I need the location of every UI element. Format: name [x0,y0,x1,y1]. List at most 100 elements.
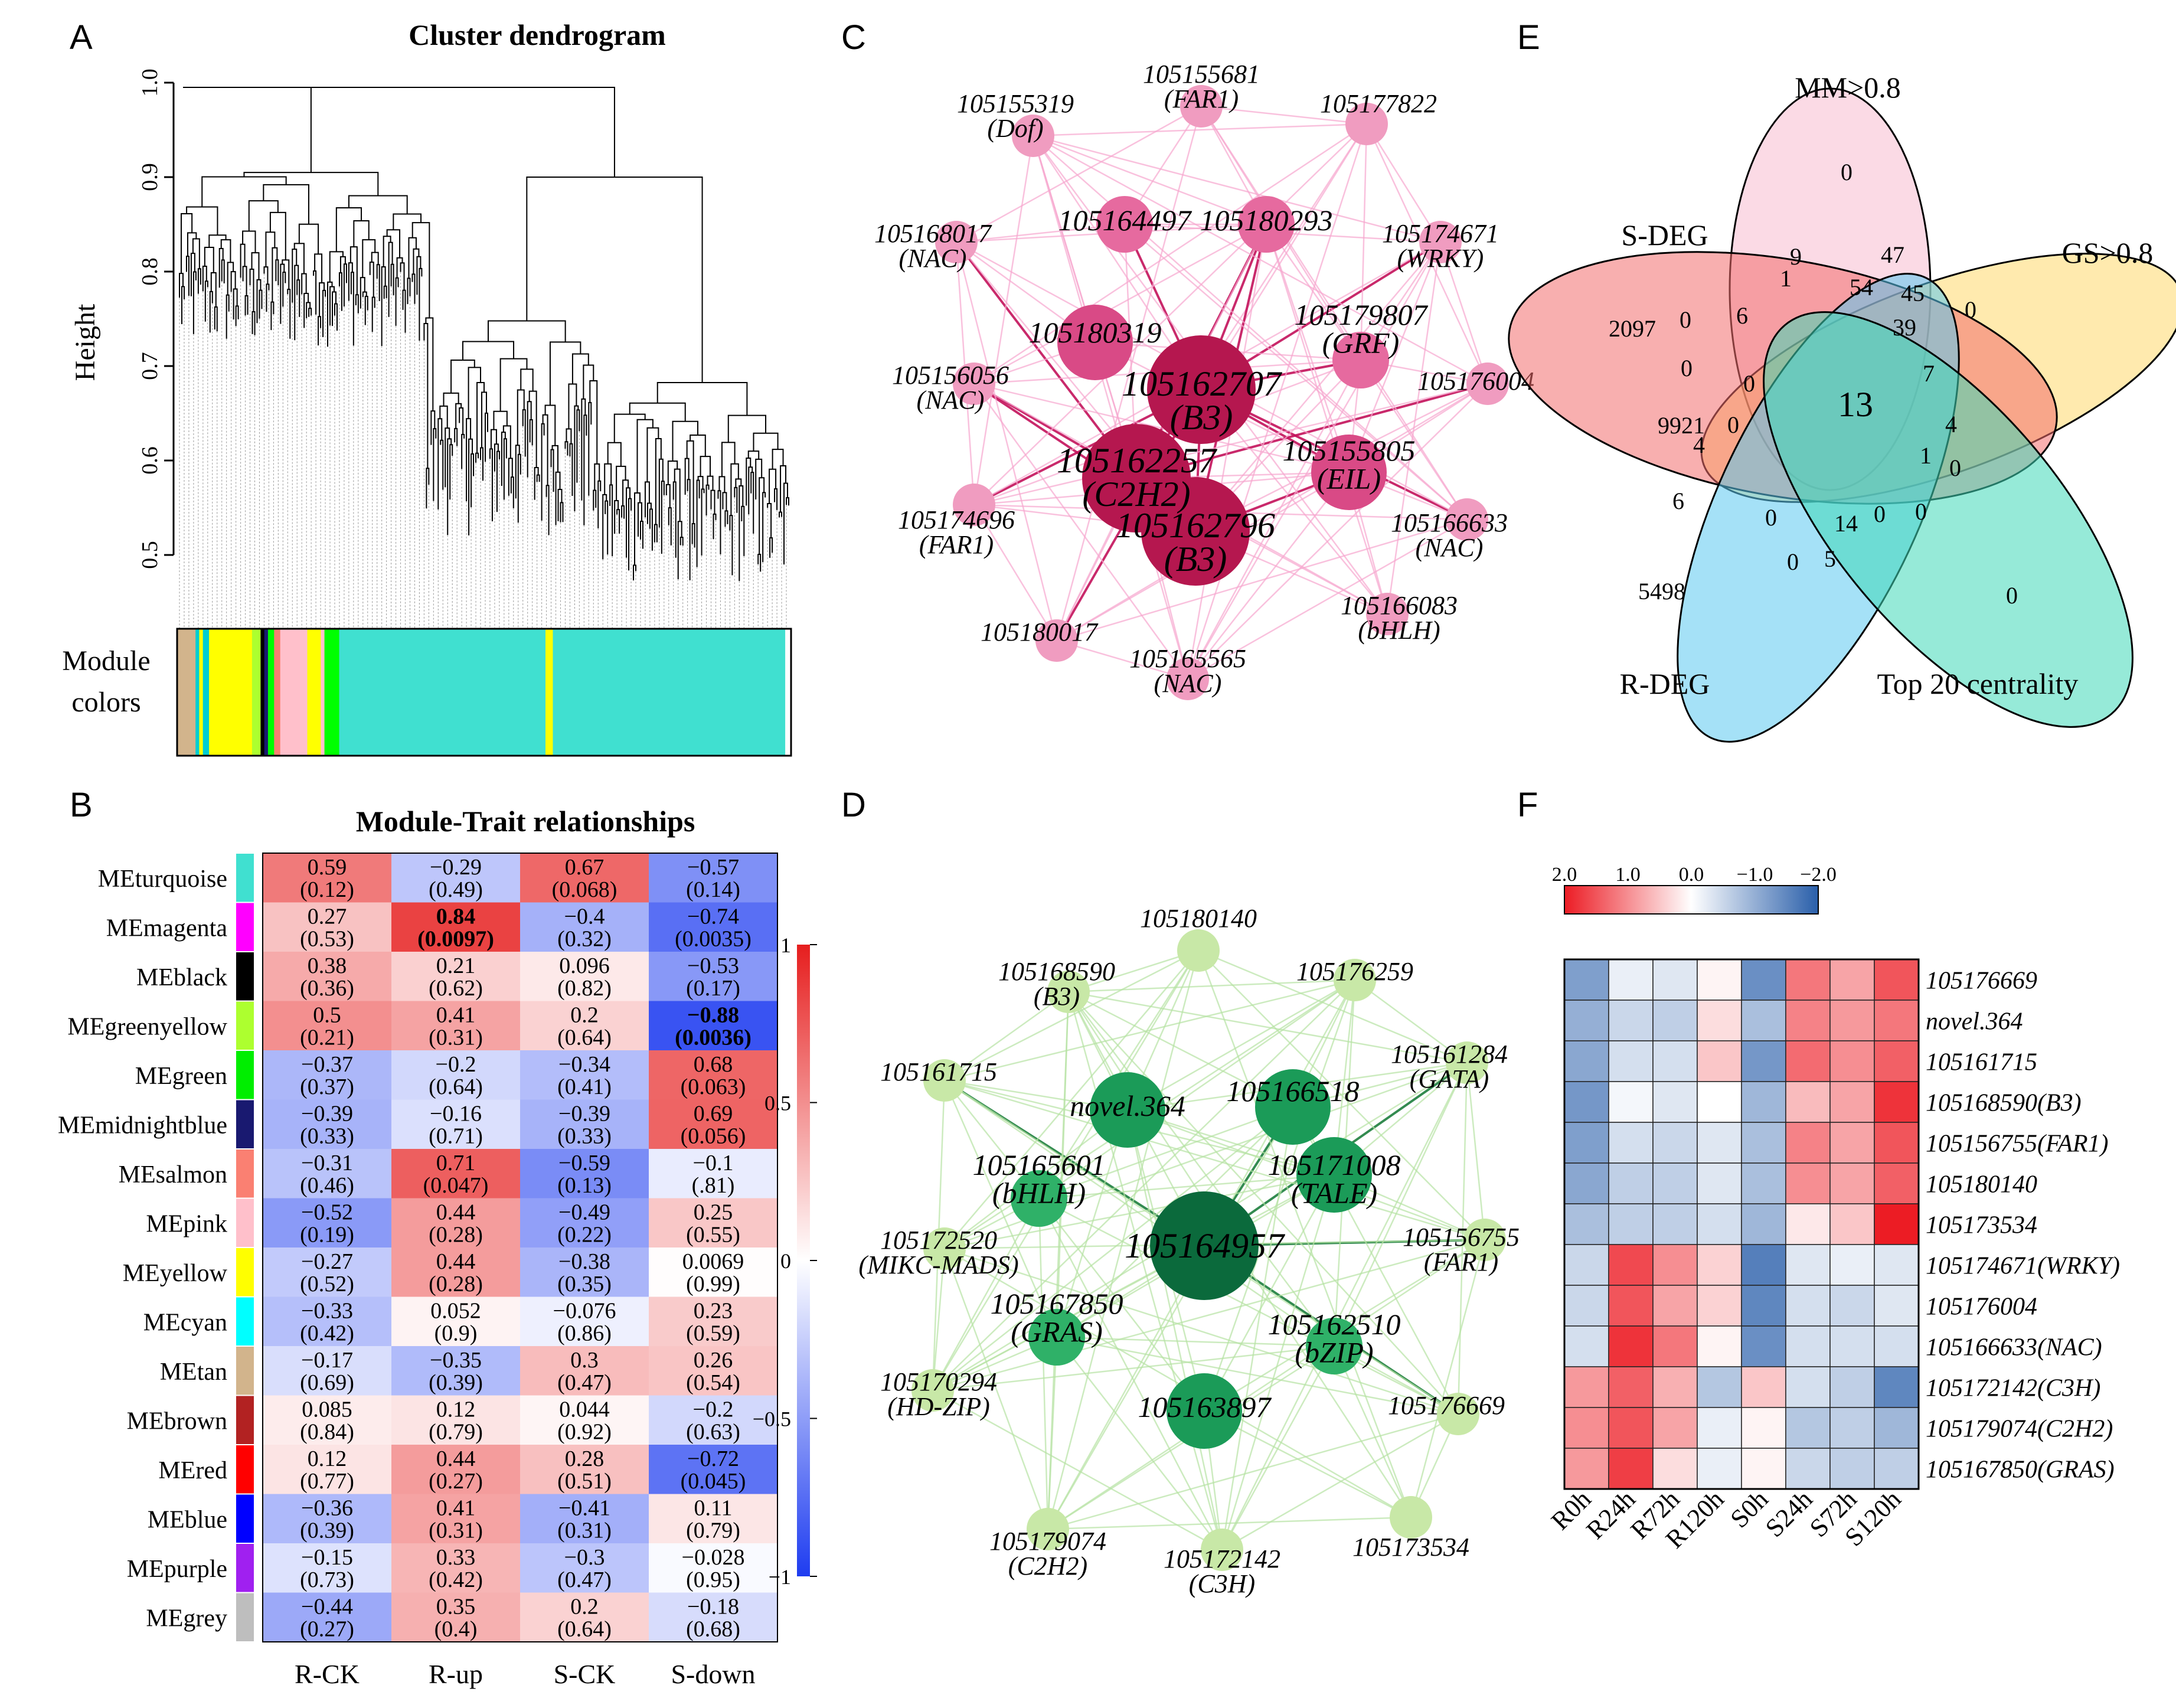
net-c-node [1366,593,1409,635]
net-d-edge [1047,1516,1412,1530]
gene-label: 105174671(WRKY) [1926,1253,2120,1280]
net-c-edge [1136,383,1488,479]
heatmap-cell [649,1149,777,1198]
expression-cell [1741,1040,1786,1082]
module-color-segment [209,629,253,756]
module-color-segment [267,629,275,756]
venn-count: 5 [1824,546,1836,572]
venn-count: 0 [1727,412,1739,438]
cell-pvalue: (0.0035) [675,927,752,952]
heatmap-cell [263,1592,391,1642]
module-color-segment [264,629,269,756]
cell-pvalue: (0.42) [300,1321,354,1346]
module-name: MEblack [136,964,227,991]
net-d-node-id: 105163897 [1138,1390,1272,1423]
venn-count: 0 [1681,355,1693,381]
expression-cell [1741,1366,1786,1408]
cell-correlation: −0.39 [301,1102,353,1126]
module-color-bar-frame [176,628,792,757]
cell-pvalue: (0.99) [686,1272,740,1296]
net-c-node-family: (NAC) [1154,669,1222,698]
cell-pvalue: (0.28) [429,1272,483,1296]
heatmap-cell [649,1592,777,1642]
expression-cell [1608,959,1654,1001]
cell-pvalue: (0.64) [557,1617,612,1642]
expression-cell [1741,1244,1786,1286]
cell-pvalue: (0.79) [686,1518,740,1543]
net-d-edge [1198,950,1485,1240]
heatmap-cell [649,902,777,952]
net-d-node-id: 105161715 [880,1057,997,1086]
expression-cell [1608,1203,1654,1245]
expression-cell [1652,1000,1698,1041]
cell-pvalue: (0.46) [300,1173,354,1198]
net-c-node [1466,362,1509,405]
module-color-swatch [236,1445,254,1494]
cell-correlation: −0.4 [564,904,605,929]
y-axis-label: Height [70,303,101,381]
net-c-node [1057,305,1133,380]
heatmap-cell [520,1247,649,1297]
module-color-segment [321,629,325,756]
net-d-edge [1056,1109,1129,1338]
module-name: MEmidnightblue [58,1112,227,1139]
expression-cell [1874,1000,1919,1041]
expression-cell [1829,959,1875,1001]
cell-pvalue: (0.39) [300,1518,354,1543]
cell-correlation: −0.44 [301,1595,353,1619]
net-d-edge [1047,991,1070,1530]
gene-label: novel.364 [1926,1008,2023,1036]
net-c-node [953,484,995,526]
cell-pvalue: (0.0097) [417,927,494,952]
net-d-node-id: 105180140 [1140,904,1257,933]
net-c-edge [1187,518,1468,680]
cell-pvalue: (0.33) [557,1124,612,1149]
expression-cell [1564,1162,1609,1204]
expression-cell [1874,1366,1919,1408]
expression-cell [1741,1122,1786,1164]
cell-correlation: 0.12 [308,1446,347,1471]
net-c-edge [1033,135,1441,243]
net-d-edge [944,1079,1335,1347]
expression-cell [1874,1285,1919,1327]
heatmap-cell [649,952,777,1001]
gene-label: 105161715 [1926,1049,2037,1076]
heatmap-cell [649,853,777,903]
expression-cell [1785,1203,1831,1245]
cell-pvalue: (0.47) [557,1370,612,1395]
net-d-node-family: (GATA) [1410,1064,1489,1093]
venn-count: 1 [1920,442,1932,469]
net-c-node-id: 105180293 [1200,204,1333,237]
net-d-node [1437,1393,1479,1435]
trait-column-label: R-up [429,1659,483,1689]
net-d-node-family: (C3H) [1189,1569,1255,1598]
expression-cell [1829,1285,1875,1327]
heatmap-cell [391,1050,520,1100]
cell-pvalue: (0.047) [423,1173,489,1198]
net-c-node [1096,196,1153,253]
net-d-edge [932,1174,1335,1392]
panel-label-e: E [1517,18,1540,57]
net-c-node-family: (NAC) [917,386,985,414]
net-d-edge [1056,1336,1335,1347]
net-d-edge [1056,1337,1223,1550]
sample-column-label: R24h [1580,1484,1641,1544]
cell-correlation: −0.49 [558,1200,610,1225]
net-c-node-id: 105179807 [1295,298,1429,331]
heatmap-cell [391,853,520,903]
net-c-edge [1033,123,1367,137]
cell-pvalue: (0.36) [300,976,354,1001]
venn-count: 54 [1850,274,1873,301]
cell-pvalue: (0.0036) [675,1026,752,1050]
module-color-swatch [236,1593,254,1641]
cell-pvalue: (0.27) [300,1617,354,1642]
net-d-node [923,1227,966,1270]
module-color-swatch [236,903,254,951]
heatmap-cell [391,1247,520,1297]
net-c-node-id: 105155681 [1143,60,1260,89]
net-d-node [1090,1072,1165,1148]
panel-label-b: B [70,786,93,824]
net-c-edge [973,123,1367,385]
net-c-edge [1348,241,1442,473]
net-d-edge [932,979,1355,1391]
